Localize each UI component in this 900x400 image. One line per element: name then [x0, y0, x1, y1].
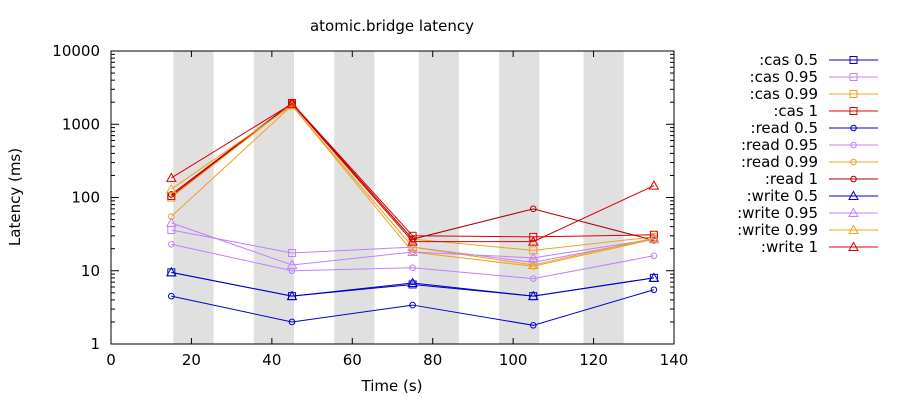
y-tick-label: 1000: [62, 115, 100, 133]
x-tick-label: 60: [343, 351, 362, 369]
legend-marker: [849, 90, 858, 98]
axis-ticks: 0 20 40 60 80 100 120 140 1 10 100 1000 10000: [52, 42, 688, 369]
data-point: [650, 252, 658, 260]
x-tick-label: 140: [660, 351, 689, 369]
series-11: [165, 98, 660, 246]
data-point: [407, 246, 418, 257]
series-line: [171, 103, 654, 251]
legend-marker: [850, 141, 857, 149]
data-point: [648, 232, 660, 242]
legend-label: :read 0.99: [741, 153, 818, 171]
series-line: [171, 229, 654, 263]
data-point: [527, 290, 539, 301]
shaded-interval-5: [583, 51, 624, 344]
series-line: [171, 102, 654, 238]
data-point: [529, 275, 537, 282]
series-6: [168, 102, 658, 270]
chart-title: atomic.bridge latency: [310, 17, 474, 35]
data-point: [650, 286, 658, 294]
series-8: [165, 266, 660, 301]
data-point: [407, 277, 418, 288]
data-point: [407, 241, 418, 252]
legend-marker: [849, 107, 858, 115]
data-point: [409, 264, 416, 272]
y-tick-label: 10: [81, 262, 100, 280]
data-point: [168, 292, 175, 300]
legend-label: :write 0.99: [737, 221, 818, 239]
data-point: [407, 236, 418, 246]
shaded-interval-2: [334, 51, 375, 344]
legend-marker: [849, 56, 858, 64]
series-line: [171, 289, 655, 326]
series-4: [168, 286, 658, 329]
legend-label: :cas 0.95: [750, 68, 818, 86]
legend-marker: [849, 73, 858, 81]
legend-label: :write 1: [761, 238, 818, 256]
legend-label: :cas 0.5: [759, 51, 818, 69]
data-point: [165, 266, 177, 277]
series-line: [171, 222, 654, 266]
data-point: [168, 240, 175, 248]
legend-marker: [848, 241, 859, 251]
data-point: [527, 236, 539, 246]
x-tick-label: 40: [262, 351, 281, 369]
series-line: [171, 271, 654, 297]
legend-marker: [848, 207, 859, 217]
data-point: [648, 272, 660, 282]
legend-label: :read 1: [765, 170, 818, 188]
legend-marker: [850, 158, 857, 166]
legend-marker: [850, 175, 857, 183]
y-tick-label: 1: [90, 335, 100, 353]
data-point: [168, 191, 175, 198]
legend-label: :cas 1: [773, 102, 818, 120]
legend-label: :write 0.5: [747, 187, 818, 205]
data-point: [529, 205, 537, 213]
shaded-interval-0: [173, 51, 214, 344]
series-7: [168, 99, 658, 244]
x-tick-label: 120: [579, 351, 608, 369]
x-tick-label: 20: [182, 351, 201, 369]
y-tick-label: 10000: [52, 42, 100, 60]
series-lines: [165, 98, 660, 329]
legend-marker: [848, 224, 859, 234]
series-line: [171, 243, 654, 280]
series-10: [165, 100, 660, 269]
legend-marker: [848, 190, 859, 200]
legend-label: :read 0.95: [741, 136, 818, 154]
series-line: [171, 271, 654, 297]
data-point: [286, 290, 298, 301]
shaded-interval-3: [418, 51, 459, 344]
x-axis-label: Time (s): [361, 377, 423, 395]
data-point: [287, 248, 296, 257]
series-line: [171, 104, 655, 266]
data-point: [409, 301, 416, 309]
series-line: [171, 103, 655, 243]
y-axis-label: Latency (ms): [6, 148, 24, 246]
data-point: [288, 318, 296, 326]
data-point: [648, 180, 660, 190]
legend-label: :write 0.95: [737, 204, 818, 222]
x-tick-label: 80: [423, 351, 442, 369]
legend-label: :read 0.5: [751, 119, 818, 137]
legend-marker: [850, 124, 857, 132]
data-point: [165, 172, 177, 182]
data-point: [286, 259, 298, 269]
data-point: [286, 98, 298, 108]
legend-label: :cas 0.99: [750, 85, 818, 103]
data-point: [165, 183, 177, 194]
series-9: [165, 217, 660, 269]
y-tick-label: 100: [71, 189, 100, 207]
shaded-intervals: [173, 51, 624, 344]
x-tick-label: 0: [106, 351, 116, 369]
legend: :cas 0.5:cas 0.95:cas 0.99:cas 1:read 0.…: [737, 51, 878, 256]
data-point: [527, 259, 539, 269]
data-point: [529, 322, 537, 329]
data-point: [165, 217, 177, 227]
data-point: [529, 232, 538, 241]
x-tick-label: 100: [499, 351, 528, 369]
